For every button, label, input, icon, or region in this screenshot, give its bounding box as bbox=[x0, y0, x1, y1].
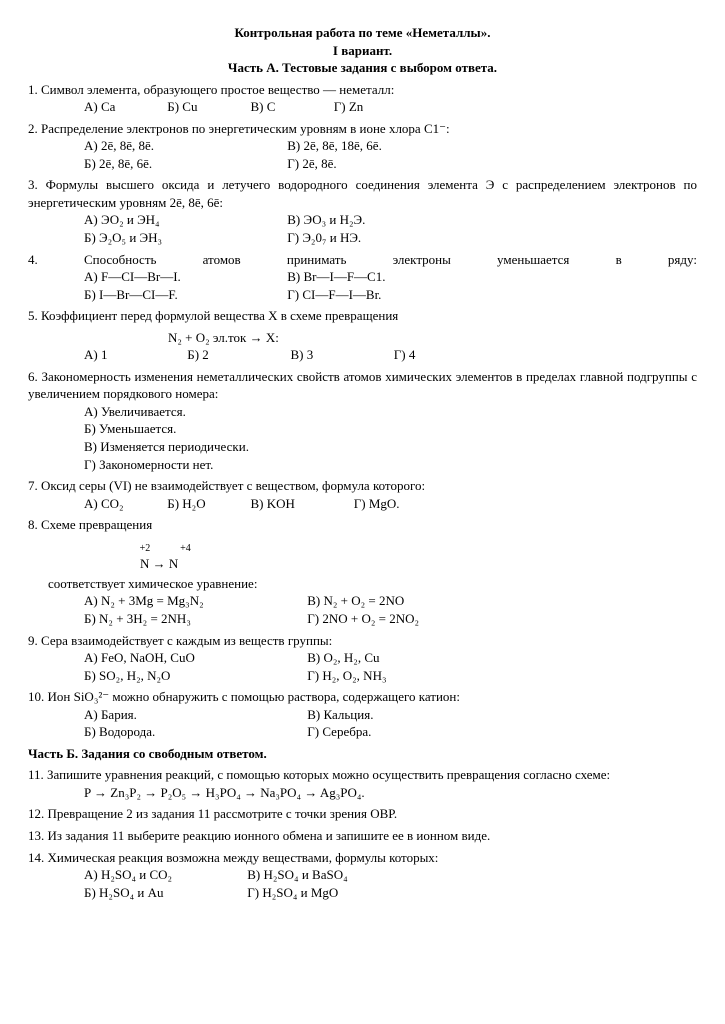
q8-a: А) N₂ + 3Mg = Mg₃N₂ bbox=[84, 592, 304, 610]
q4-b: Б) I—Br—CI—F. bbox=[84, 286, 284, 304]
q2-d: Г) 2ē, 8ē. bbox=[287, 155, 336, 173]
q5-eq: N₂ + O₂ эл.ток → X: bbox=[28, 329, 697, 347]
q8-c: В) N₂ + O₂ = 2NO bbox=[307, 592, 404, 610]
q1-c: В) C bbox=[251, 98, 331, 116]
q6-c: В) Изменяется периодически. bbox=[28, 438, 697, 456]
q3: 3. Формулы высшего оксида и летучего вод… bbox=[28, 176, 697, 211]
q3-d: Г) Э₂0₇ и НЭ. bbox=[287, 229, 361, 247]
q5-b: Б) 2 bbox=[187, 346, 287, 364]
q10-c: В) Кальция. bbox=[307, 706, 373, 724]
q9-d: Г) H₂, O₂, NH₃ bbox=[307, 667, 386, 685]
q9-b: Б) SO₂, H₂, N₂O bbox=[84, 667, 304, 685]
q1-d: Г) Zn bbox=[334, 98, 414, 116]
q9-c: В) O₂, H₂, Cu bbox=[307, 649, 379, 667]
q14-b: Б) H₂SO₄ и Au bbox=[84, 884, 244, 902]
q10-b: Б) Водорода. bbox=[84, 723, 304, 741]
q7-b: Б) H₂O bbox=[167, 495, 247, 513]
q4: 4. Способность атомов принимать электрон… bbox=[28, 251, 697, 269]
q6: 6. Закономерность изменения неметалличес… bbox=[28, 368, 697, 403]
q10-a: А) Бария. bbox=[84, 706, 304, 724]
q8: 8. Схеме превращения bbox=[28, 516, 697, 534]
q9-a: А) FeO, NaOH, CuO bbox=[84, 649, 304, 667]
q8-ox: +2 +4 bbox=[28, 538, 697, 556]
q9: 9. Сера взаимодействует с каждым из веще… bbox=[28, 632, 697, 650]
q14-d: Г) H₂SO₄ и MgO bbox=[247, 884, 338, 902]
q4-c: В) Br—I—F—C1. bbox=[287, 268, 385, 286]
q5-d: Г) 4 bbox=[394, 346, 494, 364]
q14: 14. Химическая реакция возможна между ве… bbox=[28, 849, 697, 867]
q6-b: Б) Уменьшается. bbox=[28, 420, 697, 438]
part-b-title: Часть Б. Задания со свободным ответом. bbox=[28, 745, 697, 763]
q8-d: Г) 2NO + O₂ = 2NO₂ bbox=[307, 610, 419, 628]
title-2: I вариант. bbox=[28, 42, 697, 60]
q7: 7. Оксид серы (VI) не взаимодействует с … bbox=[28, 477, 697, 495]
q14-a: А) H₂SO₄ и CO₂ bbox=[84, 866, 244, 884]
q8-eq: N → N bbox=[28, 555, 697, 573]
q14-c: В) H₂SO₄ и BaSO₄ bbox=[247, 866, 347, 884]
q3-a: А) ЭО₂ и ЭН₄ bbox=[84, 211, 284, 229]
q10-d: Г) Серебра. bbox=[307, 723, 371, 741]
q5-a: А) 1 bbox=[84, 346, 184, 364]
q5-c: В) 3 bbox=[291, 346, 391, 364]
q6-a: А) Увеличивается. bbox=[28, 403, 697, 421]
q11-eq: P → Zn₃P₂ → P₂O₅ → H₃PO₄ → Na₃PO₄ → Ag₃P… bbox=[28, 784, 697, 802]
q7-d: Г) MgO. bbox=[354, 495, 434, 513]
q8-line: соответствует химическое уравнение: bbox=[28, 575, 697, 593]
q2-b: Б) 2ē, 8ē, 6ē. bbox=[84, 155, 284, 173]
q4-d: Г) CI—F—I—Br. bbox=[287, 286, 381, 304]
q13: 13. Из задания 11 выберите реакцию ионно… bbox=[28, 827, 697, 845]
q7-c: В) KOH bbox=[251, 495, 351, 513]
q10: 10. Ион SiO₃²⁻ можно обнаружить с помощь… bbox=[28, 688, 697, 706]
q8-b: Б) N₂ + 3H₂ = 2NH₃ bbox=[84, 610, 304, 628]
q1-a: А) Ca bbox=[84, 98, 164, 116]
q3-c: В) ЭО₃ и Н₂Э. bbox=[287, 211, 365, 229]
q12: 12. Превращение 2 из задания 11 рассмотр… bbox=[28, 805, 697, 823]
q2-c: В) 2ē, 8ē, 18ē, 6ē. bbox=[287, 137, 382, 155]
q5: 5. Коэффициент перед формулой вещества X… bbox=[28, 307, 697, 325]
q7-a: А) CO₂ bbox=[84, 495, 164, 513]
title-1: Контрольная работа по теме «Неметаллы». bbox=[28, 24, 697, 42]
q1: 1. Символ элемента, образующего простое … bbox=[28, 81, 697, 99]
q2-a: А) 2ē, 8ē, 8ē. bbox=[84, 137, 284, 155]
q3-b: Б) Э₂О₅ и ЭН₃ bbox=[84, 229, 284, 247]
title-3: Часть А. Тестовые задания с выбором отве… bbox=[28, 59, 697, 77]
q4-a: А) F—CI—Br—I. bbox=[84, 268, 284, 286]
q1-b: Б) Cu bbox=[167, 98, 247, 116]
q2: 2. Распределение электронов по энергетич… bbox=[28, 120, 697, 138]
q6-d: Г) Закономерности нет. bbox=[28, 456, 697, 474]
q11: 11. Запишите уравнения реакций, с помощь… bbox=[28, 766, 697, 784]
